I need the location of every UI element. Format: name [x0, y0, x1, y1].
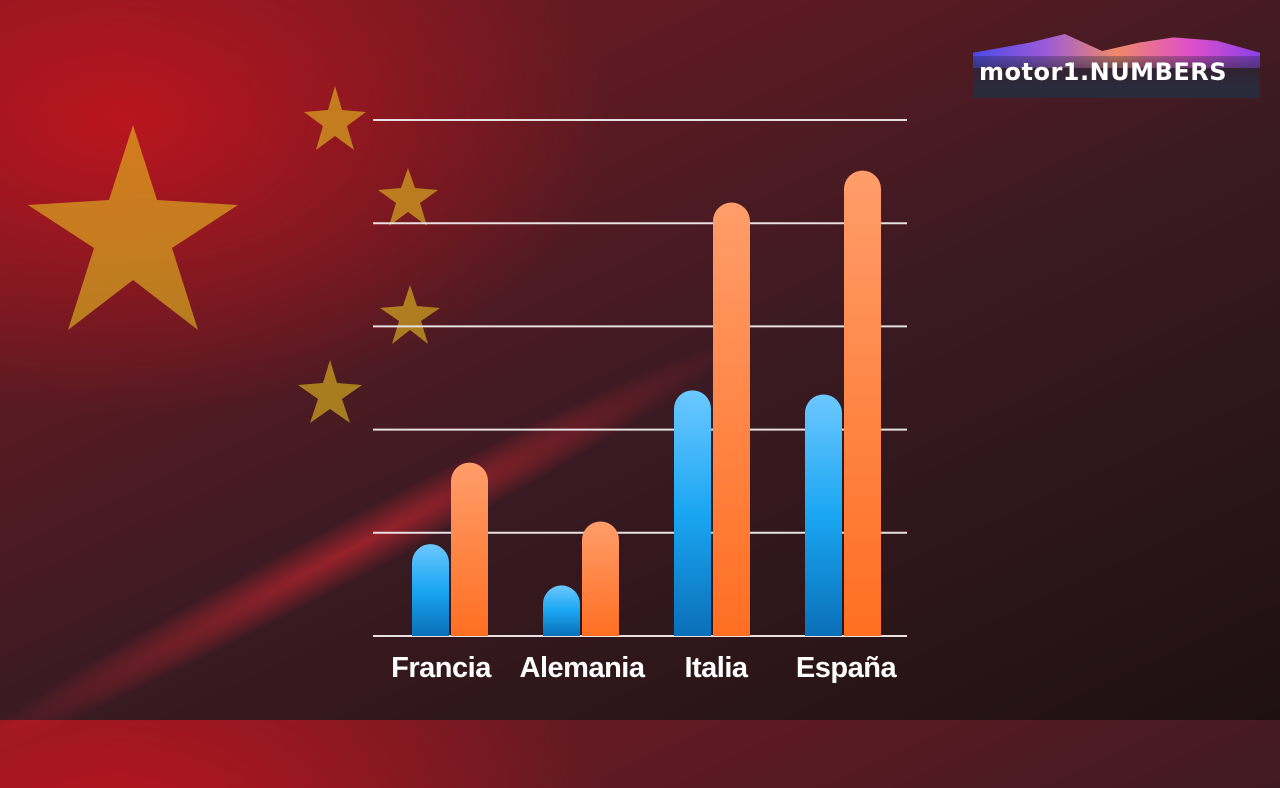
bar-italia-series-1 — [674, 390, 711, 636]
chart-svg — [28, 86, 907, 637]
small-star-icon — [304, 86, 366, 150]
bar-españa-series-1 — [805, 394, 842, 636]
bar-españa-series-2 — [844, 170, 881, 636]
motor1-numbers-logo: motor1.NUMBERS — [973, 20, 1260, 98]
flag-stars — [28, 86, 440, 423]
logo-box — [973, 56, 1260, 98]
bar-alemania-series-1 — [543, 585, 580, 636]
category-label-francia: Francia — [391, 652, 491, 684]
category-label-espana: España — [795, 652, 897, 684]
bar-francia-series-2 — [451, 462, 488, 636]
bar-alemania-series-2 — [582, 521, 619, 636]
category-label-alemania: Alemania — [519, 652, 645, 684]
category-label-italia: Italia — [684, 652, 748, 684]
small-star-icon — [378, 168, 438, 226]
small-star-icon — [298, 360, 362, 423]
small-star-icon — [380, 285, 440, 344]
bar-francia-series-1 — [412, 544, 450, 636]
large-star-icon — [28, 125, 238, 330]
logo-text: motor1.NUMBERS — [979, 58, 1228, 86]
bar-italia-series-2 — [713, 202, 750, 636]
